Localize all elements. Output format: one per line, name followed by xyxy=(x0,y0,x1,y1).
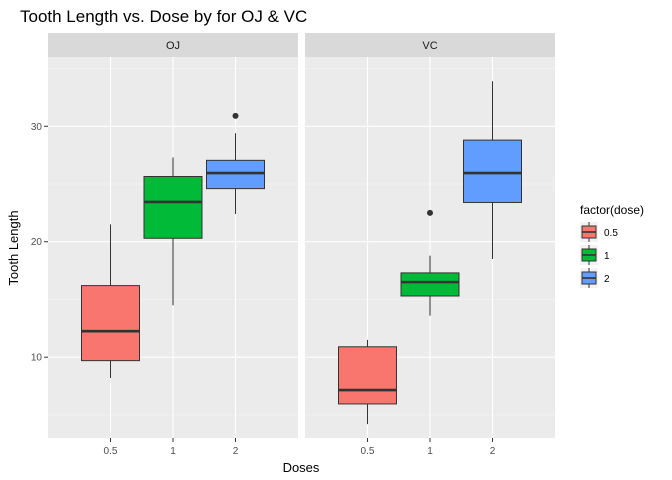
y-tick-label: 30 xyxy=(31,122,43,133)
x-tick-label: 1 xyxy=(427,446,433,457)
y-tick-label: 20 xyxy=(31,237,43,248)
strip-label: VC xyxy=(422,40,437,52)
chart-title: Tooth Length vs. Dose by for OJ & VC xyxy=(20,7,307,26)
box-vc-1 xyxy=(400,209,460,316)
box-oj-1 xyxy=(143,157,203,306)
y-tick-label: 10 xyxy=(31,353,43,364)
box-vc-0.5 xyxy=(338,339,397,425)
outlier-point xyxy=(232,112,239,119)
legend-label: 0.5 xyxy=(604,228,618,239)
strip-background xyxy=(48,33,298,57)
box-body xyxy=(81,285,140,362)
outlier-point xyxy=(427,209,433,216)
y-axis-title: Tooth Length xyxy=(6,210,21,285)
box-oj-2 xyxy=(206,112,265,215)
y-axis: 10 20 30 xyxy=(31,122,48,364)
x-axis-title: Doses xyxy=(283,460,320,475)
panels: OJ 0.5 1 2 VC 0.5 1 2 10 20 30 xyxy=(31,33,555,457)
legend: factor(dose) 0.5 1 2 xyxy=(580,203,644,288)
panel-vc: VC 0.5 1 2 xyxy=(305,33,555,457)
strip-background xyxy=(305,33,555,57)
legend-label: 2 xyxy=(604,274,610,285)
box-body xyxy=(400,272,460,297)
x-tick-label: 1 xyxy=(170,446,176,457)
x-tick-label: 0.5 xyxy=(361,446,375,457)
box-body xyxy=(143,175,203,239)
box-body xyxy=(338,346,397,405)
box-body xyxy=(206,159,265,190)
box-vc-2 xyxy=(463,81,522,260)
strip-label: OJ xyxy=(166,40,180,52)
legend-entry-0.5: 0.5 xyxy=(580,222,618,242)
box-oj-0.5 xyxy=(81,224,140,378)
legend-entry-2: 2 xyxy=(580,268,610,288)
legend-entry-1: 1 xyxy=(580,245,610,265)
x-tick-label: 2 xyxy=(233,446,239,457)
x-tick-label: 2 xyxy=(490,446,496,457)
legend-title: factor(dose) xyxy=(580,203,644,217)
x-tick-label: 0.5 xyxy=(104,446,118,457)
box-body xyxy=(463,139,522,203)
legend-label: 1 xyxy=(604,251,610,262)
panel-oj: OJ 0.5 1 2 xyxy=(48,33,298,457)
